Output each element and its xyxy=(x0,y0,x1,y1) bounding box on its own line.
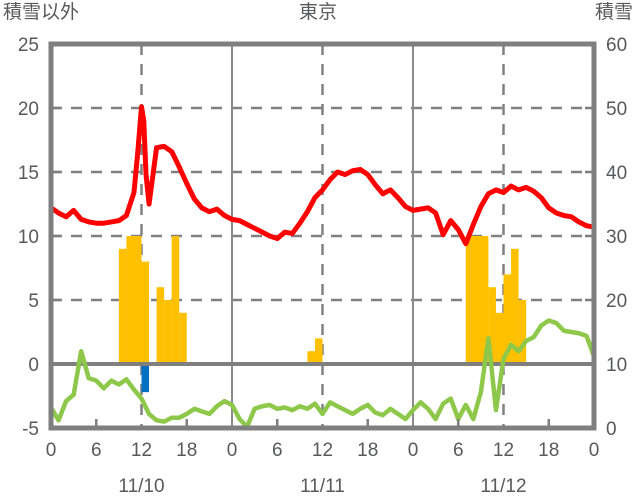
orange-bar xyxy=(314,338,323,364)
x-axis-tick-label: 12 xyxy=(493,440,514,461)
orange-bar xyxy=(488,287,496,364)
bars-group xyxy=(118,236,527,393)
y2-axis-tick-label: 10 xyxy=(606,355,627,376)
x-axis-ticks: 0 6 12 18 0 6 12 18 0 6 12 18 0 xyxy=(46,419,600,461)
y-axis-tick-label: 15 xyxy=(18,163,39,184)
y-axis-tick-label: 25 xyxy=(18,35,39,56)
x-axis-tick-label: 6 xyxy=(91,440,102,461)
y-axis-tick-label: 20 xyxy=(18,99,39,120)
orange-bar xyxy=(126,236,142,364)
x-axis-tick-label: 18 xyxy=(176,440,197,461)
x-axis-day-label: 11/11 xyxy=(300,476,345,497)
y-axis-ticks: 25 20 15 10 5 0 -5 xyxy=(18,35,60,440)
orange-bar xyxy=(164,300,172,364)
x-axis-tick-label: 6 xyxy=(272,440,283,461)
y-axis-tick-label: -5 xyxy=(22,419,39,440)
blue-bar xyxy=(141,364,150,393)
x-axis-tick-label: 12 xyxy=(131,440,152,461)
x-axis-tick-label: 12 xyxy=(312,440,333,461)
orange-bar xyxy=(518,300,527,364)
red-line xyxy=(48,104,597,247)
x-axis-tick-label: 0 xyxy=(408,440,419,461)
orange-bar xyxy=(307,351,315,364)
lines-group xyxy=(48,104,597,429)
x-axis-tick-label: 0 xyxy=(227,440,238,461)
orange-bar xyxy=(495,312,504,364)
y2-axis-tick-label: 0 xyxy=(606,419,617,440)
y2-axis-tick-label: 60 xyxy=(606,35,627,56)
x-axis-tick-label: 0 xyxy=(46,440,57,461)
right-axis-unit-label: 積雪 xyxy=(594,2,633,23)
orange-bar xyxy=(118,248,127,364)
orange-bar xyxy=(141,261,150,364)
x-axis-tick-label: 18 xyxy=(357,440,378,461)
y-axis-tick-label: 0 xyxy=(28,355,39,376)
x-axis-tick-label: 18 xyxy=(538,440,559,461)
y2-axis-tick-label: 20 xyxy=(606,291,627,312)
x-axis-day-labels: 11/10 11/11 11/12 xyxy=(118,476,526,497)
orange-bar xyxy=(156,287,165,364)
orange-bar xyxy=(465,236,489,364)
orange-bar xyxy=(503,274,512,364)
orange-bar xyxy=(179,312,187,364)
y2-axis-ticks: 60 50 40 30 20 10 0 xyxy=(585,35,627,440)
y2-axis-tick-label: 40 xyxy=(606,163,627,184)
orange-bar xyxy=(511,248,519,364)
left-axis-unit-label: 積雪以外 xyxy=(3,2,80,23)
y2-axis-tick-label: 50 xyxy=(606,99,627,120)
x-axis-day-label: 11/10 xyxy=(118,476,164,497)
x-axis-day-label: 11/12 xyxy=(480,476,526,497)
x-axis-tick-label: 6 xyxy=(453,440,464,461)
green-line xyxy=(48,318,597,429)
y-axis-tick-label: 5 xyxy=(28,291,39,312)
x-axis-tick-label: 0 xyxy=(589,440,600,461)
page-title: 東京 xyxy=(298,2,337,23)
y2-axis-tick-label: 30 xyxy=(606,227,627,248)
y-axis-tick-label: 10 xyxy=(18,227,39,248)
orange-bar xyxy=(171,236,180,364)
